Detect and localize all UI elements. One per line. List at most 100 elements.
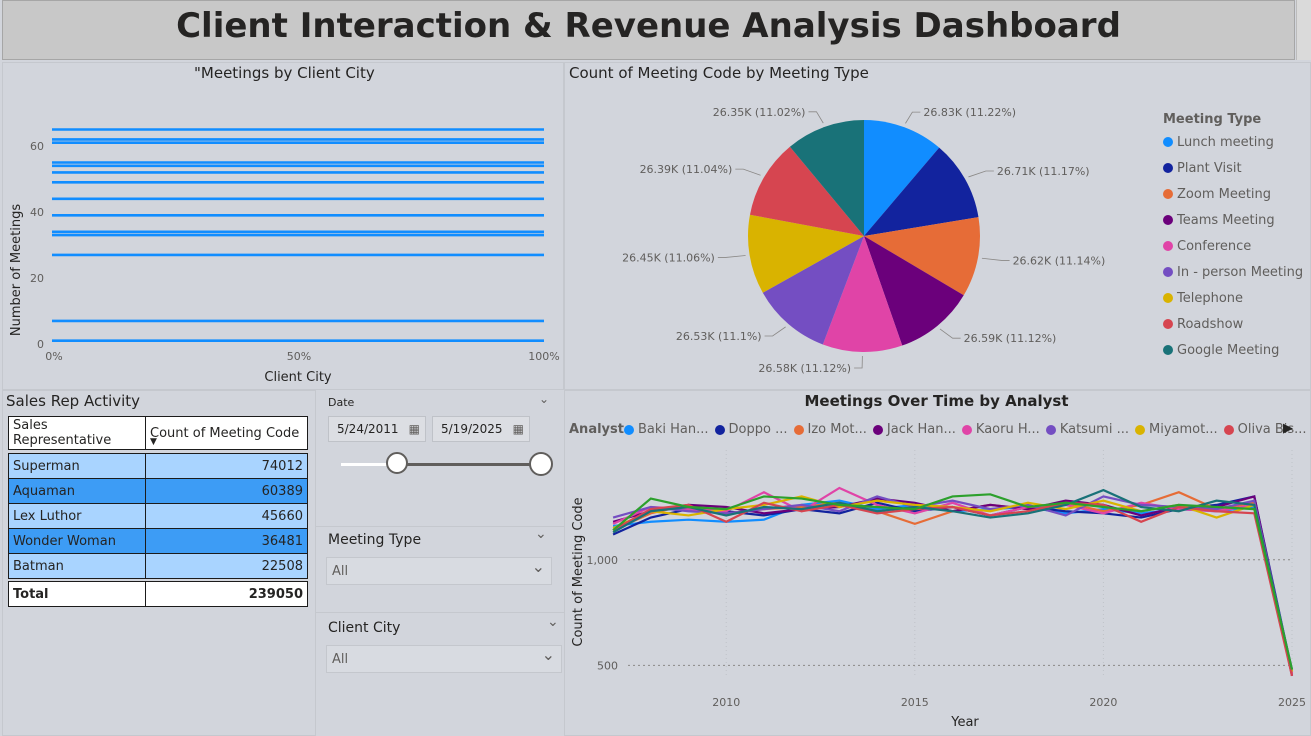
table-row[interactable]: Lex Luthor 45660 — [8, 503, 308, 529]
legend-item[interactable]: Oliva Bis... — [1223, 422, 1307, 437]
legend-label: Baki Han... — [638, 422, 709, 437]
city-xtick-50: 50% — [287, 350, 311, 363]
legend-label: Doppo ... — [728, 422, 788, 437]
legend-dot — [1223, 424, 1234, 435]
legend-item[interactable]: Plant Visit — [1163, 155, 1303, 181]
rep-name: Superman — [8, 453, 146, 479]
meeting-type-dropdown[interactable]: All ⌄ — [326, 557, 552, 585]
date-slicer-label: Date — [328, 396, 355, 409]
city-xtick-0: 0% — [45, 350, 62, 363]
col-header-rep[interactable]: Sales Representative — [8, 416, 146, 450]
legend-dot — [872, 424, 883, 435]
legend-item[interactable]: Conference — [1163, 233, 1303, 259]
legend-dot — [1163, 215, 1173, 225]
calendar-icon[interactable]: ▦ — [512, 422, 524, 436]
pie-slice[interactable] — [864, 236, 964, 346]
legend-item[interactable]: In - person Meeting — [1163, 259, 1303, 285]
legend-label: Katsumi ... — [1059, 422, 1129, 437]
legend-dot — [1163, 163, 1173, 173]
chevron-down-icon[interactable]: ⌄ — [531, 557, 545, 576]
date-slider-range[interactable] — [398, 463, 541, 466]
legend-item[interactable]: Telephone — [1163, 285, 1303, 311]
line-series[interactable] — [612, 488, 1294, 670]
legend-item[interactable]: Google Meeting — [1163, 337, 1303, 363]
pie-leader-line — [735, 168, 761, 176]
legend-dot — [624, 424, 634, 435]
line-series[interactable] — [612, 486, 1294, 675]
title-bar — [2, 0, 1295, 60]
pie-slice[interactable] — [864, 217, 980, 296]
meeting-type-slicer-label: Meeting Type — [328, 532, 422, 548]
line-series[interactable] — [612, 495, 1294, 677]
col-header-count[interactable]: Count of Meeting Code ▼ — [145, 416, 308, 450]
line-series[interactable] — [612, 495, 1294, 672]
table-row[interactable]: Superman 74012 — [8, 453, 308, 479]
pie-slice[interactable] — [864, 147, 979, 236]
table-row[interactable]: Wonder Woman 36481 — [8, 528, 308, 554]
pie-slice[interactable] — [748, 214, 864, 293]
city-ytick-20: 20 — [30, 272, 44, 285]
line-chart-ylabel: Count of Meeting Code — [571, 497, 586, 646]
line-series[interactable] — [612, 493, 1294, 670]
rep-count: 60389 — [145, 478, 308, 504]
legend-item[interactable]: Doppo ... — [714, 422, 788, 437]
chevron-down-icon[interactable]: ⌄ — [539, 392, 550, 406]
chevron-down-icon[interactable]: ⌄ — [547, 614, 559, 630]
legend-label: Roadshow — [1177, 316, 1244, 332]
client-city-dropdown[interactable]: All ⌄ — [326, 645, 562, 673]
date-slider-start-handle[interactable] — [386, 452, 408, 474]
legend-label: Zoom Meeting — [1177, 186, 1272, 202]
chevron-down-icon[interactable]: ⌄ — [541, 645, 555, 664]
legend-dot — [1163, 293, 1173, 303]
pie-slice[interactable] — [822, 236, 903, 352]
total-value: 239050 — [145, 581, 308, 607]
pie-leader-line — [854, 355, 863, 369]
line-series[interactable] — [612, 495, 1294, 672]
city-chart-xlabel: Client City — [264, 370, 332, 385]
line-series[interactable] — [612, 491, 1294, 675]
calendar-icon[interactable]: ▦ — [408, 422, 420, 436]
rep-count: 36481 — [145, 528, 308, 554]
legend-item[interactable]: Izo Mot... — [793, 422, 867, 437]
legend-item[interactable]: Jack Han... — [872, 422, 956, 437]
dashboard-title: Client Interaction & Revenue Analysis Da… — [176, 6, 1121, 46]
legend-item[interactable]: Teams Meeting — [1163, 207, 1303, 233]
pie-data-label: 26.59K (11.12%) — [964, 332, 1057, 345]
pie-slice[interactable] — [749, 146, 864, 236]
date-start-input[interactable]: 5/24/2011 ▦ — [328, 416, 426, 442]
table-row[interactable]: Batman 22508 — [8, 553, 308, 579]
pie-legend-title: Meeting Type — [1163, 112, 1262, 127]
legend-label: Teams Meeting — [1177, 212, 1275, 228]
city-chart-svg: Number of Meetings Client City 0 20 40 6… — [9, 128, 560, 385]
pie-data-label: 26.39K (11.04%) — [640, 163, 733, 176]
line-series[interactable] — [612, 499, 1294, 675]
legend-item[interactable]: Kaoru H... — [961, 422, 1040, 437]
table-row[interactable]: Aquaman 60389 — [8, 478, 308, 504]
pie-legend: Lunch meeting Plant Visit Zoom Meeting Team… — [1163, 129, 1303, 363]
legend-item[interactable]: Miyamot... — [1135, 422, 1218, 437]
pie-slice[interactable] — [789, 120, 864, 236]
legend-item[interactable]: Zoom Meeting — [1163, 181, 1303, 207]
legend-item[interactable]: Lunch meeting — [1163, 129, 1303, 155]
legend-next-arrow-icon[interactable]: ▶ — [1283, 421, 1293, 436]
line-ytick: 1,000 — [587, 554, 619, 567]
rep-name: Batman — [8, 553, 146, 579]
date-slider-end-handle[interactable] — [529, 452, 553, 476]
rep-name: Wonder Woman — [8, 528, 146, 554]
legend-item[interactable]: Katsumi ... — [1045, 422, 1129, 437]
pie-data-label: 26.71K (11.17%) — [997, 165, 1090, 178]
sort-desc-icon[interactable]: ▼ — [150, 437, 157, 447]
date-end-input[interactable]: 5/19/2025 ▦ — [432, 416, 530, 442]
line-series[interactable] — [612, 495, 1294, 672]
legend-label: Miyamot... — [1149, 422, 1218, 437]
pie-chart-title: Count of Meeting Code by Meeting Type — [569, 64, 869, 82]
line-series[interactable] — [612, 501, 1294, 677]
city-chart-ylabel: Number of Meetings — [9, 204, 24, 336]
pie-slice[interactable] — [762, 236, 864, 345]
legend-item[interactable]: Baki Han... — [624, 422, 709, 437]
rep-count: 22508 — [145, 553, 308, 579]
line-chart-xlabel: Year — [950, 715, 979, 730]
pie-slice[interactable] — [864, 120, 940, 236]
legend-item[interactable]: Roadshow — [1163, 311, 1303, 337]
chevron-down-icon[interactable]: ⌄ — [535, 526, 547, 542]
